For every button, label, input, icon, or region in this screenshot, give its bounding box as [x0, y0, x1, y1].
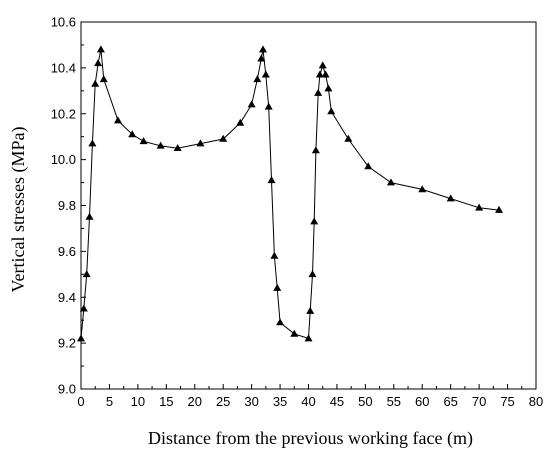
y-tick-label: 9.4	[58, 290, 76, 305]
x-tick-label: 60	[415, 394, 429, 409]
data-point	[173, 143, 182, 151]
x-tick-label: 45	[330, 394, 344, 409]
data-point	[306, 306, 315, 314]
x-tick-label: 65	[443, 394, 457, 409]
data-point	[128, 130, 137, 138]
data-point	[261, 70, 270, 78]
data-point	[264, 102, 273, 110]
data-point	[315, 70, 324, 78]
data-point	[113, 116, 122, 124]
data-point	[96, 45, 105, 53]
data-point	[273, 283, 282, 291]
data-point	[91, 79, 100, 87]
data-point	[236, 118, 245, 126]
y-tick-label: 9.2	[58, 336, 76, 351]
data-point	[418, 185, 427, 193]
x-tick-label: 50	[358, 394, 372, 409]
x-tick-label: 30	[244, 394, 258, 409]
y-tick-label: 10.6	[51, 15, 76, 30]
x-tick-label: 55	[387, 394, 401, 409]
data-point	[310, 217, 319, 225]
y-tick-label: 10.4	[51, 60, 76, 75]
data-point	[308, 270, 317, 278]
data-point	[344, 134, 353, 142]
x-tick-label: 0	[77, 394, 84, 409]
y-tick-label: 9.0	[58, 382, 76, 397]
data-point	[364, 162, 373, 170]
data-point	[311, 146, 320, 154]
y-tick-label: 9.8	[58, 198, 76, 213]
x-tick-label: 20	[188, 394, 202, 409]
data-point	[290, 329, 299, 337]
x-tick-label: 25	[216, 394, 230, 409]
y-axis: 9.0 9.2 9.4 9.6 9.8 10.0 10.2 10.4 10.6	[51, 15, 86, 397]
data-point	[386, 178, 395, 186]
x-tick-label: 15	[159, 394, 173, 409]
data-point	[253, 75, 262, 83]
x-tick-label: 40	[301, 394, 315, 409]
y-axis-title: Vertical stresses (MPa)	[8, 127, 29, 293]
data-point	[321, 70, 330, 78]
data-point	[88, 139, 97, 147]
data-point	[94, 59, 103, 67]
y-tick-label: 10.0	[51, 152, 76, 167]
series-line	[80, 49, 500, 340]
data-point	[259, 45, 267, 53]
data-point	[318, 61, 327, 69]
data-point	[270, 251, 279, 259]
data-point	[139, 137, 148, 145]
data-point	[446, 194, 455, 202]
x-axis: 0 5 10 15 20 25 30 35 40 45 50 55 60 65 70 75 80	[77, 384, 543, 409]
data-point	[247, 100, 256, 108]
data-point	[475, 203, 484, 211]
y-tick-label: 10.2	[51, 106, 76, 121]
data-point	[327, 107, 336, 115]
data-point	[85, 212, 94, 220]
data-point	[219, 134, 228, 142]
x-tick-label: 70	[472, 394, 486, 409]
data-point	[276, 318, 285, 326]
x-tick-label: 5	[106, 394, 113, 409]
data-point	[495, 205, 504, 213]
x-tick-label: 10	[131, 394, 145, 409]
data-point	[77, 334, 85, 342]
data-point	[156, 141, 165, 149]
x-tick-label: 80	[529, 394, 543, 409]
data-point	[314, 88, 323, 96]
data-point	[82, 270, 91, 278]
x-tick-label: 35	[273, 394, 287, 409]
data-point	[196, 139, 205, 147]
x-tick-label: 75	[500, 394, 514, 409]
series-layer	[77, 45, 504, 342]
data-point	[257, 54, 266, 62]
data-point	[267, 176, 276, 184]
data-point	[304, 334, 313, 342]
y-tick-label: 9.6	[58, 244, 76, 259]
data-point	[99, 75, 108, 83]
data-point	[79, 304, 88, 312]
x-axis-title: Distance from the previous working face …	[148, 428, 473, 449]
data-point	[324, 84, 333, 92]
